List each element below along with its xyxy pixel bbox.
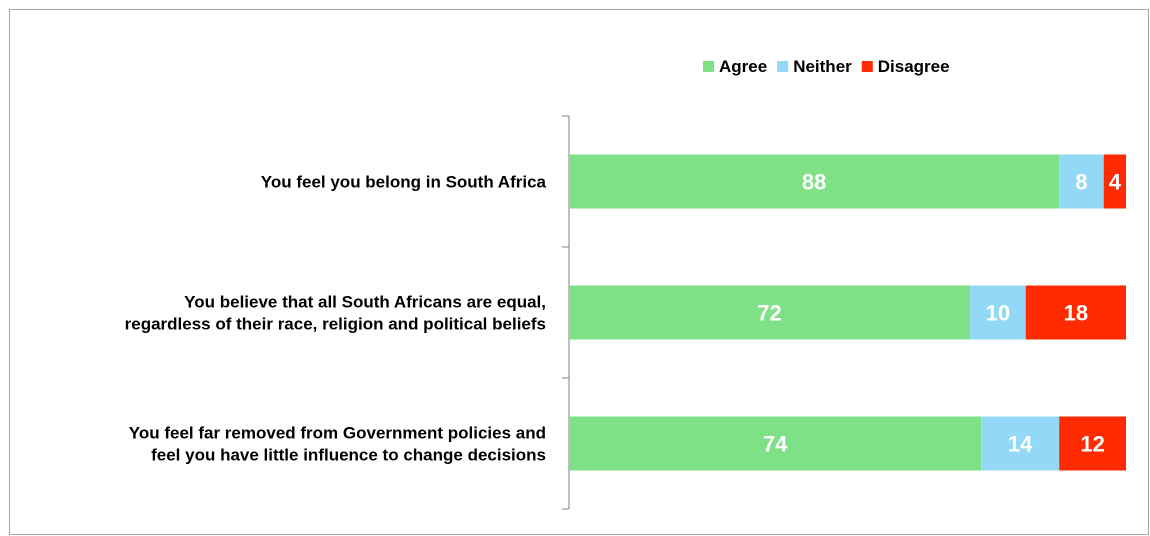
data-label-disagree: 18: [1064, 301, 1088, 326]
data-label-disagree: 4: [1109, 170, 1122, 195]
category-label: You feel you belong in South Africa: [261, 173, 547, 192]
category-labels: You feel you belong in South Africa You b…: [125, 173, 547, 465]
legend-label-disagree: Disagree: [878, 57, 950, 76]
category-label: You believe that all South Africans are …: [184, 293, 546, 312]
bar-disagree: [1103, 154, 1126, 209]
bar-neither: [981, 416, 1060, 471]
bar-agree: [569, 416, 982, 471]
category-label: regardless of their race, religion and p…: [125, 315, 546, 334]
legend: Agree Neither Disagree: [703, 57, 950, 76]
data-label-agree: 74: [763, 432, 788, 457]
legend-swatch-disagree: [861, 61, 873, 72]
data-label-neither: 8: [1075, 170, 1087, 195]
bar-agree: [569, 154, 1060, 209]
category-label: You feel far removed from Government pol…: [129, 424, 546, 443]
legend-label-neither: Neither: [793, 57, 852, 76]
bar-agree: [569, 285, 971, 340]
data-label-neither: 10: [986, 301, 1010, 326]
data-label-disagree: 12: [1080, 432, 1104, 457]
legend-swatch-neither: [777, 61, 789, 72]
legend-swatch-agree: [703, 61, 714, 72]
y-axis: [562, 115, 570, 510]
data-label-neither: 14: [1008, 432, 1033, 457]
bar-disagree: [1059, 416, 1126, 471]
legend-label-agree: Agree: [719, 57, 767, 76]
data-label-agree: 88: [802, 170, 826, 195]
bar-disagree: [1025, 285, 1126, 340]
category-label: feel you have little influence to change…: [151, 446, 546, 465]
bar-neither: [970, 285, 1026, 340]
data-label-agree: 72: [757, 301, 781, 326]
bar-neither: [1059, 154, 1104, 209]
